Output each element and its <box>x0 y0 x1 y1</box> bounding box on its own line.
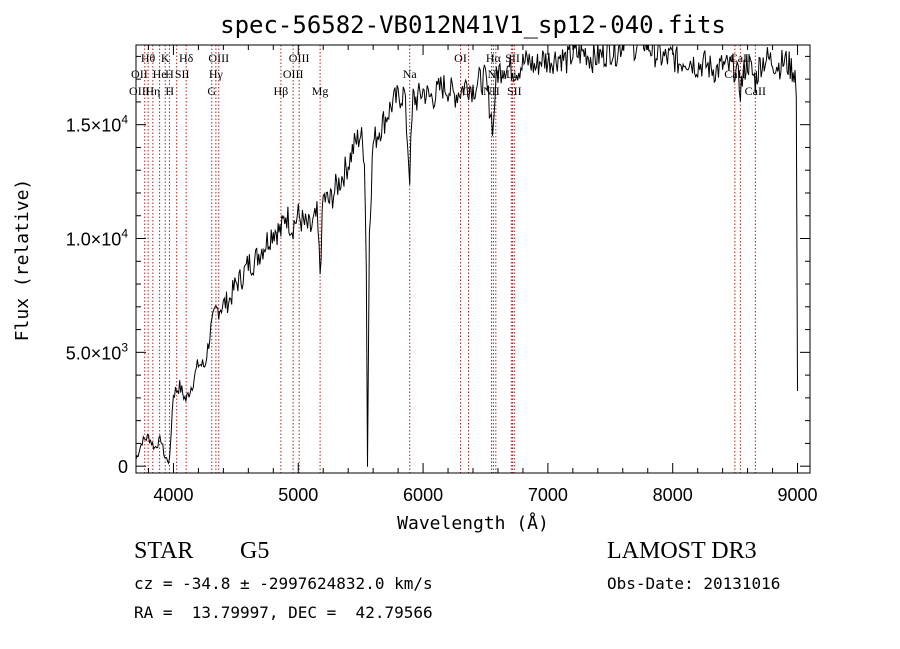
y-tick-label-1: 5.0×103 <box>66 340 129 363</box>
x-tick-label-4: 8000 <box>653 485 693 505</box>
x-tick-label-3: 7000 <box>528 485 568 505</box>
spectrum-line <box>136 45 798 467</box>
line-label-10: He <box>153 67 167 81</box>
line-label-14: OIII <box>283 67 304 81</box>
line-label-1: K <box>161 51 170 65</box>
x-tick-label-5: 9000 <box>777 485 817 505</box>
x-axis-ticks: 4000 5000 6000 7000 8000 9000 <box>147 45 818 505</box>
line-label-22: G <box>207 84 216 98</box>
line-label-18: CaII <box>724 67 745 81</box>
line-label-12: SII <box>175 67 190 81</box>
object-class: STAR <box>134 538 194 564</box>
plot-frame <box>135 44 811 474</box>
spectrum-series <box>136 45 798 467</box>
y-tick-label-3: 1.5×104 <box>66 113 129 136</box>
y-axis-ticks: 0 5.0×103 1.0×104 1.5×104 <box>66 55 810 477</box>
x-tick-label-0: 4000 <box>153 485 193 505</box>
line-label-20: Hη <box>145 84 160 98</box>
y-tick-label-2: 1.0×104 <box>66 227 129 250</box>
x-tick-label-2: 6000 <box>403 485 443 505</box>
line-label-27: SII <box>507 84 522 98</box>
line-label-4: OIII <box>289 51 310 65</box>
y-tick-label-0: 0 <box>118 457 128 477</box>
line-label-9: OII <box>131 67 148 81</box>
x-axis-label: Wavelength (Å) <box>397 512 549 534</box>
line-label-24: Mg <box>312 84 329 98</box>
chart-title: spec-56582-VB012N41V1_sp12-040.fits <box>220 11 726 39</box>
line-label-2: Hδ <box>179 51 194 65</box>
line-label-13: Hγ <box>209 67 224 81</box>
y-axis-label: Flux (relative) <box>12 179 33 342</box>
object-subclass: G5 <box>240 538 270 564</box>
coordinates-text: RA = 13.79997, DEC = 42.79566 <box>134 603 433 622</box>
spectral-line-markers <box>144 45 756 473</box>
redshift-text: cz = -34.8 ± -2997624832.0 km/s <box>134 574 433 593</box>
line-label-19: OIII <box>129 84 150 98</box>
line-label-11: H <box>165 67 174 81</box>
line-label-5: OI <box>454 51 467 65</box>
line-label-8: CaII <box>730 51 751 65</box>
line-label-3: OIII <box>208 51 229 65</box>
line-label-15: Na <box>403 67 418 81</box>
line-label-6: Hα <box>486 51 502 65</box>
x-tick-label-1: 5000 <box>278 485 318 505</box>
line-label-26: NII <box>483 84 500 98</box>
line-label-0: Hθ <box>141 51 156 65</box>
observation-date: Obs-Date: 20131016 <box>607 574 781 593</box>
line-label-21: H <box>165 84 174 98</box>
line-label-7: SII <box>505 51 520 65</box>
line-label-23: Hβ <box>274 84 289 98</box>
survey-name: LAMOST DR3 <box>607 538 757 564</box>
